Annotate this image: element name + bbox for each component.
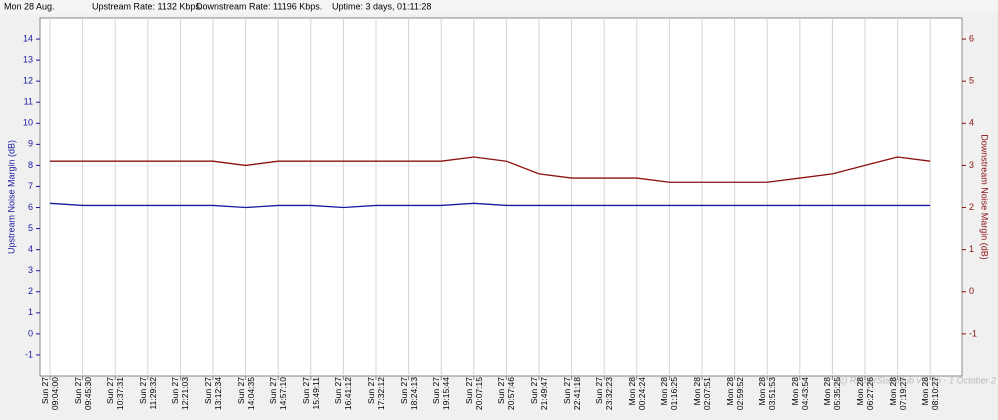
x-tick-label: Sun 27 12:21:03 <box>170 377 191 411</box>
y-tick-label: 11 <box>24 97 33 107</box>
y-tick-label: 0 <box>28 328 33 338</box>
x-tick-label: Sun 27 18:24:13 <box>398 377 419 411</box>
x-tick-label: Mon 28 00:24:24 <box>626 377 647 411</box>
x-tick-label: Mon 28 05:35:25 <box>822 377 843 411</box>
y2-tick-label: 1 <box>969 244 974 254</box>
x-tick-label: Sun 27 15:49:11 <box>300 377 321 410</box>
y2-tick-label: 0 <box>969 286 974 296</box>
y-tick-label: 4 <box>28 244 33 254</box>
x-tick-label: Mon 28 01:16:25 <box>659 377 680 411</box>
watermark: (c) RouterStatsHub v 1.9b - 1 October 2 <box>837 375 996 385</box>
y-tick-label: 12 <box>23 76 33 86</box>
header-upstream: Upstream Rate: 1132 Kbps. <box>92 1 202 11</box>
x-tick-label: Sun 27 13:12:34 <box>203 377 223 411</box>
y-tick-label: 3 <box>28 265 33 275</box>
series-line <box>49 202 931 209</box>
x-tick-label: Sun 27 21:49:47 <box>529 377 549 411</box>
series-line <box>50 156 931 183</box>
x-tick-label: Sun 27 14:57:10 <box>268 377 289 411</box>
y-tick-label: 5 <box>28 223 33 233</box>
header-downstream: Downstream Rate: 11196 Kbps. <box>196 1 322 11</box>
header-date: Mon 28 Aug. <box>4 1 55 11</box>
y2-tick-label: -1 <box>969 328 977 338</box>
y-tick-label: -1 <box>25 349 33 359</box>
plot-area <box>39 17 963 377</box>
y-tick-label: 13 <box>23 54 33 64</box>
y2-tick-label: 2 <box>969 202 974 212</box>
y2-axis-title: Downstream Noise Margin (dB) <box>980 134 990 260</box>
y2-tick-label: 4 <box>969 118 974 128</box>
x-tick-label: Sun 27 22:41:18 <box>561 377 582 411</box>
y-tick-label: 10 <box>23 118 33 128</box>
x-tick-label: Sun 27 17:32:12 <box>366 377 386 411</box>
x-tick-label: Mon 28 07:19:27 <box>887 377 908 411</box>
y2-tick-label: 5 <box>969 76 974 86</box>
header-bar <box>0 0 998 14</box>
y-tick-label: 9 <box>28 139 33 149</box>
y-tick-label: 7 <box>28 181 33 191</box>
x-tick-label: Sun 27 09:04:00 <box>40 377 60 411</box>
x-tick-label: Sun 27 10:37:31 <box>105 377 126 411</box>
y-tick-label: 14 <box>23 33 33 43</box>
x-tick-label: Mon 28 03:51:53 <box>757 377 778 411</box>
x-tick-label: Mon 28 06:27:26 <box>855 377 875 411</box>
x-tick-label: Mon 28 02:07:51 <box>692 377 712 411</box>
x-tick-label: Sun 27 11:29:32 <box>137 377 158 410</box>
y-tick-label: 2 <box>28 286 33 296</box>
x-tick-label: Sun 27 23:32:23 <box>594 377 615 411</box>
header-uptime: Uptime: 3 days, 01:11:28 <box>332 1 431 11</box>
x-tick-label: Mon 28 08:10:27 <box>920 377 941 411</box>
x-tick-label: Mon 28 04:43:54 <box>789 377 810 411</box>
x-tick-label: Sun 27 14:04:35 <box>235 377 256 411</box>
y-tick-label: 8 <box>28 160 33 170</box>
x-tick-label: Sun 27 19:15:44 <box>431 377 452 411</box>
x-tick-label: Sun 27 20:57:46 <box>496 377 517 411</box>
y-axis-title: Upstream Noise Margin (dB) <box>6 140 16 254</box>
y2-tick-label: 6 <box>969 33 974 43</box>
y2-tick-label: 3 <box>969 160 974 170</box>
x-tick-label: Mon 28 02:59:52 <box>724 377 745 411</box>
y-tick-label: 6 <box>28 202 33 212</box>
y-tick-label: 1 <box>28 307 33 317</box>
x-tick-label: Sun 27 09:45:30 <box>72 377 93 411</box>
x-tick-label: Sun 27 20:07:15 <box>463 377 484 411</box>
x-tick-label: Sun 27 16:41:12 <box>333 377 354 411</box>
